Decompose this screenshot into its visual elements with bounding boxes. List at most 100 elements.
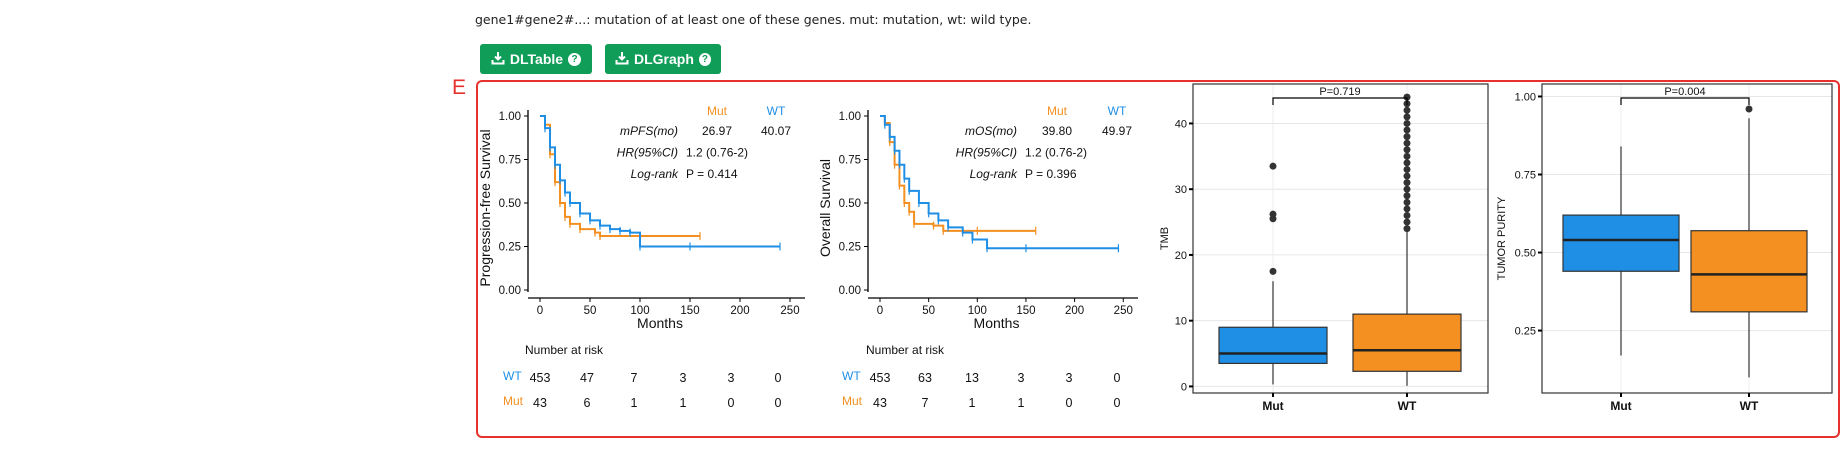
risk-row-label: Mut: [503, 394, 524, 408]
risk-cell: 13: [965, 371, 979, 385]
box-outlier: [1403, 218, 1411, 226]
box-y-tick-label: 1.00: [1515, 91, 1536, 103]
km-x-tick-label: 50: [584, 305, 597, 317]
km-x-tick-label: 250: [1114, 305, 1133, 317]
dl-table-label: DLTable: [509, 51, 564, 67]
km-x-tick-label: 100: [630, 305, 649, 317]
km-x-tick-label: 0: [537, 305, 543, 317]
km-stat-label: HR(95%CI): [956, 146, 1017, 160]
risk-cell: 453: [870, 371, 891, 385]
box-pvalue: P=0.719: [1319, 86, 1360, 98]
km-legend-wt: WT: [767, 104, 786, 118]
km-stat-mut: 39.80: [1042, 124, 1072, 138]
km-y-tick-label: 0.00: [499, 285, 521, 297]
risk-cell: 0: [728, 396, 735, 410]
box-outlier: [1403, 198, 1411, 206]
box-outlier: [1403, 152, 1411, 160]
box-outlier: [1403, 225, 1411, 233]
risk-cell: 0: [775, 371, 782, 385]
km-stat-label: mOS(mo): [965, 124, 1017, 138]
dl-graph-label: DLGraph: [634, 51, 694, 67]
km-y-tick-label: 0.25: [839, 242, 861, 254]
risk-cell: 3: [680, 371, 687, 385]
risk-cell: 0: [775, 396, 782, 410]
significance-bracket: [1620, 97, 1750, 105]
gene-note: gene1#gene2#...: mutation of at least on…: [475, 12, 1032, 27]
box-y-tick-label: 20: [1175, 250, 1187, 262]
box-outlier: [1403, 126, 1411, 134]
help-icon[interactable]: ?: [568, 52, 582, 66]
box-outlier: [1403, 179, 1411, 187]
km-x-tick-label: 150: [1016, 305, 1035, 317]
km-y-tick-label: 0.75: [839, 155, 861, 167]
km-x-tick-label: 200: [1065, 305, 1084, 317]
km-stat-wt: 49.97: [1102, 124, 1132, 138]
box-mut: [1218, 326, 1328, 365]
km-stat-label: Log-rank: [970, 167, 1018, 181]
box-outlier: [1269, 267, 1277, 275]
dl-graph-button[interactable]: DLGraph ?: [605, 44, 721, 74]
help-icon[interactable]: ?: [698, 52, 711, 66]
significance-bracket: [1272, 97, 1408, 105]
risk-cell: 6: [584, 396, 591, 410]
box-outlier: [1403, 205, 1411, 213]
box-outlier: [1745, 105, 1753, 113]
risk-cell: 1: [1018, 396, 1025, 410]
risk-cell: 3: [1018, 371, 1025, 385]
risk-cell: 0: [1066, 396, 1073, 410]
km-legend-wt: WT: [1108, 104, 1127, 118]
box-y-tick-label: 10: [1175, 316, 1187, 328]
km-y-axis-label: Progression-free Survival: [477, 129, 493, 286]
km-stat-value: 1.2 (0.76-2): [1025, 146, 1087, 160]
box-y-axis-label: TUMOR PURITY: [1496, 196, 1508, 280]
panel-frame: [476, 80, 1840, 438]
km-x-tick-label: 150: [680, 305, 699, 317]
risk-row-label: Mut: [842, 394, 863, 408]
km-stat-value: P = 0.414: [686, 167, 738, 181]
box-wt: [1352, 313, 1462, 372]
risk-cell: 43: [533, 396, 547, 410]
risk-row-label: WT: [503, 369, 522, 383]
box-outlier: [1403, 192, 1411, 200]
km-stat-value: 1.2 (0.76-2): [686, 146, 748, 160]
km-y-tick-label: 0.25: [499, 242, 521, 254]
risk-cell: 3: [1066, 371, 1073, 385]
km-stat-value: P = 0.396: [1025, 167, 1077, 181]
download-icon: [615, 51, 629, 68]
box-outlier: [1403, 159, 1411, 167]
box-mut: [1562, 214, 1680, 272]
download-icon: [491, 51, 505, 68]
km-x-tick-label: 100: [968, 305, 987, 317]
km-y-tick-label: 1.00: [499, 111, 521, 123]
box-y-tick-label: 30: [1175, 184, 1187, 196]
box-frame: [1192, 83, 1489, 394]
km-x-axis-label: Months: [974, 315, 1020, 331]
risk-cell: 1: [631, 396, 638, 410]
risk-cell: 0: [1114, 396, 1121, 410]
box-outlier: [1403, 93, 1411, 101]
risk-cell: 47: [580, 371, 594, 385]
km-x-tick-label: 0: [877, 305, 883, 317]
km-x-tick-label: 50: [922, 305, 935, 317]
dl-table-button[interactable]: DLTable ?: [480, 44, 592, 74]
km-stat-label: HR(95%CI): [617, 146, 678, 160]
box-outlier: [1403, 172, 1411, 180]
km-stat-label: mPFS(mo): [620, 124, 678, 138]
box-y-tick-label: 0.25: [1515, 326, 1536, 338]
box-wt: [1690, 230, 1808, 313]
risk-cell: 453: [530, 371, 551, 385]
risk-cell: 0: [1114, 371, 1121, 385]
km-y-tick-label: 0.75: [499, 155, 521, 167]
box-y-tick-label: 40: [1175, 118, 1187, 130]
risk-table-title: Number at risk: [866, 343, 945, 357]
km-stat-label: Log-rank: [631, 167, 679, 181]
risk-cell: 3: [728, 371, 735, 385]
km-legend-mut: Mut: [1047, 104, 1068, 118]
risk-cell: 63: [918, 371, 932, 385]
box-outlier: [1403, 106, 1411, 114]
km-stat-wt: 40.07: [761, 124, 791, 138]
box-pvalue: P=0.004: [1664, 86, 1705, 98]
km-y-tick-label: 0.50: [839, 198, 861, 210]
km-x-tick-label: 200: [730, 305, 749, 317]
risk-table-title: Number at risk: [525, 343, 604, 357]
